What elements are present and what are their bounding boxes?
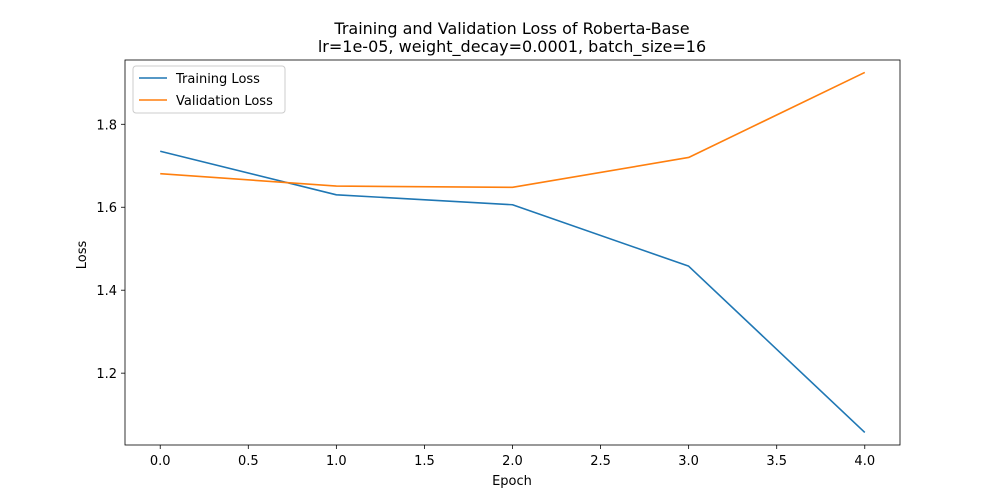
legend-label: Training Loss bbox=[175, 72, 260, 87]
x-tick-label: 4.0 bbox=[854, 454, 875, 469]
y-tick-label: 1.4 bbox=[96, 284, 117, 299]
legend-box bbox=[132, 65, 286, 114]
x-tick-label: 1.0 bbox=[326, 454, 347, 469]
chart-title: Training and Validation Loss of Roberta-… bbox=[333, 19, 689, 38]
plot-area bbox=[124, 59, 901, 446]
y-tick-label: 1.8 bbox=[96, 118, 117, 133]
x-axis: 0.0 0.5 1.0 1.5 2.0 2.5 3.0 3.5 4.0 bbox=[150, 445, 875, 469]
x-axis-label: Epoch bbox=[492, 474, 532, 489]
x-tick-label: 1.5 bbox=[414, 454, 435, 469]
x-tick-label: 2.5 bbox=[590, 454, 611, 469]
x-tick-label: 0.5 bbox=[238, 454, 259, 469]
y-tick-label: 1.6 bbox=[96, 201, 117, 216]
plot-frame bbox=[124, 59, 901, 446]
legend: Training Loss Validation Loss bbox=[132, 65, 286, 114]
y-axis-label: Loss bbox=[75, 241, 90, 270]
chart-subtitle: lr=1e-05, weight_decay=0.0001, batch_siz… bbox=[318, 37, 706, 57]
y-tick-label: 1.2 bbox=[96, 367, 117, 382]
series-group bbox=[160, 71, 866, 434]
x-tick-label: 3.0 bbox=[678, 454, 699, 469]
y-axis: 1.2 1.4 1.6 1.8 bbox=[96, 118, 125, 382]
x-tick-label: 2.0 bbox=[502, 454, 523, 469]
x-tick-label: 0.0 bbox=[150, 454, 171, 469]
x-tick-label: 3.5 bbox=[766, 454, 787, 469]
legend-label: Validation Loss bbox=[176, 94, 273, 109]
